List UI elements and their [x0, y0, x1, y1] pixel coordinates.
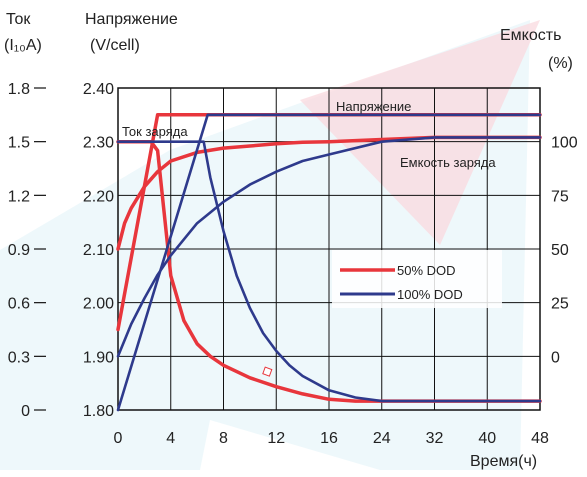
legend-box	[332, 250, 502, 308]
current-tick-label: 0.3	[8, 349, 30, 366]
voltage-axis-unit: (V/cell)	[90, 37, 140, 54]
capacity-tick-label: 75	[551, 188, 569, 205]
current-axis-unit: (I₁₀A)	[4, 37, 42, 54]
bg-pink-triangle	[300, 20, 540, 245]
voltage-tick-label: 2.30	[83, 135, 114, 152]
background-decoration	[0, 20, 540, 470]
time-tick-label: 0	[114, 430, 123, 447]
voltage-tick-label: 2.20	[83, 188, 114, 205]
time-axis-title: Время(ч)	[470, 453, 537, 470]
capacity-axis-title: Емкость	[500, 27, 561, 44]
time-tick-label: 8	[219, 430, 228, 447]
capacity-axis-unit: (%)	[548, 55, 573, 72]
current-tick-label: 0.9	[8, 242, 30, 259]
time-tick-label: 32	[426, 430, 444, 447]
voltage-axis-title: Напряжение	[85, 11, 178, 28]
legend-label-100-dod: 100% DOD	[397, 287, 463, 302]
annotation-voltage: Напряжение	[336, 99, 411, 114]
series-line-100-dod-capacity	[116, 136, 542, 358]
curves	[116, 113, 542, 412]
time-tick-label: 16	[320, 430, 338, 447]
voltage-tick-label: 1.90	[83, 349, 114, 366]
annotation-charge-capacity: Емкость заряда	[400, 155, 496, 170]
capacity-tick-label: 0	[551, 349, 560, 366]
time-tick-label: 40	[478, 430, 496, 447]
current-tick-label: 1.8	[8, 81, 30, 98]
time-tick-label: 24	[373, 430, 391, 447]
capacity-tick-label: 50	[551, 242, 569, 259]
tick-labels: 0 0.3 0.6 0.9 1.2 1.5 1.8 1.80 1.90 2.00 2.10 2.20 2…	[8, 81, 578, 447]
time-tick-label: 48	[531, 430, 549, 447]
time-tick-label: 4	[166, 430, 175, 447]
time-tick-label: 12	[267, 430, 285, 447]
capacity-tick-label: 100	[551, 135, 578, 152]
curve-marker	[262, 366, 273, 377]
voltage-tick-label: 2.40	[83, 81, 114, 98]
voltage-tick-label: 1.80	[83, 403, 114, 420]
legend-label-50-dod: 50% DOD	[397, 263, 456, 278]
legend: 50% DOD 100% DOD	[332, 250, 502, 308]
capacity-tick-label: 25	[551, 296, 569, 313]
current-tick-label: 0.6	[8, 296, 30, 313]
voltage-tick-label: 2.00	[83, 296, 114, 313]
series-line-100-dod-current	[116, 140, 542, 403]
current-axis-title: Ток	[6, 11, 31, 28]
series-line-100-dod-voltage	[116, 113, 542, 412]
series-line-50-dod-current	[116, 139, 542, 403]
annotation-charge-current: Ток заряда	[122, 124, 188, 139]
current-tick-label: 0	[21, 403, 30, 420]
current-tick-label: 1.2	[8, 188, 30, 205]
current-tick-label: 1.5	[8, 135, 30, 152]
voltage-tick-label: 2.10	[83, 242, 114, 259]
